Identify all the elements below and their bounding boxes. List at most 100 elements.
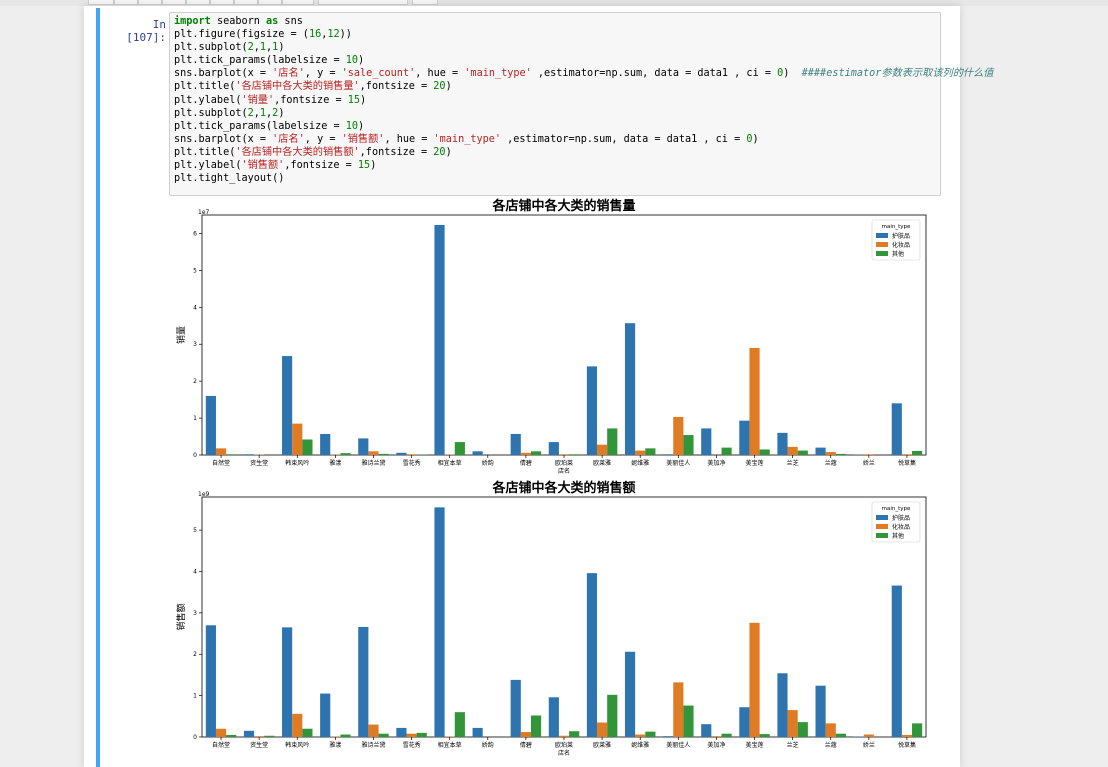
x-tick-label: 兰蔻 bbox=[825, 741, 837, 749]
legend-swatch bbox=[876, 251, 888, 256]
bar-其他 bbox=[226, 734, 237, 737]
code-token: 1 bbox=[259, 42, 267, 54]
code-token: ) bbox=[445, 146, 452, 158]
bar-其他 bbox=[759, 734, 770, 737]
code-cell[interactable]: In [107]: import seaborn as sns plt.figu… bbox=[96, 8, 993, 767]
bar-化妆品 bbox=[901, 454, 913, 455]
bar-其他 bbox=[454, 442, 465, 455]
code-token: ,fontsize = bbox=[359, 146, 434, 158]
x-tick-label: 美丽佳人 bbox=[666, 741, 690, 749]
code-editor[interactable]: import seaborn as sns plt.figure(figsize… bbox=[169, 12, 993, 196]
x-tick-label: 美加净 bbox=[707, 459, 725, 467]
bar-护肤品 bbox=[624, 323, 636, 455]
bar-护肤品 bbox=[320, 433, 331, 455]
code-token: ) bbox=[358, 55, 365, 67]
x-tick-label: 妮维雅 bbox=[631, 459, 649, 467]
bar-化妆品 bbox=[597, 722, 608, 737]
bar-护肤品 bbox=[701, 428, 712, 455]
code-token: 2 bbox=[247, 42, 254, 54]
bar-其他 bbox=[683, 705, 694, 737]
code-token: sns bbox=[278, 16, 303, 27]
bar-其他 bbox=[835, 733, 846, 737]
code-token: plt.figure(figsize = ( bbox=[174, 29, 309, 41]
toolbar-button[interactable] bbox=[258, 0, 282, 5]
bar-其他 bbox=[226, 454, 237, 455]
code-token: ####estimator参数表示取该列的什么值 bbox=[801, 68, 994, 80]
code-token: 12 bbox=[327, 29, 340, 41]
x-tick-label: 美加净 bbox=[707, 741, 725, 749]
bar-护肤品 bbox=[320, 693, 331, 737]
toolbar-button[interactable] bbox=[186, 0, 210, 5]
code-text[interactable]: import seaborn as sns plt.figure(figsize… bbox=[170, 13, 993, 187]
x-tick-label: 美丽佳人 bbox=[666, 459, 690, 467]
bar-化妆品 bbox=[825, 723, 836, 737]
bar-护肤品 bbox=[282, 627, 293, 737]
bar-化妆品 bbox=[787, 446, 798, 455]
bar-护肤品 bbox=[815, 447, 826, 455]
bar-护肤品 bbox=[586, 573, 598, 737]
bar-护肤品 bbox=[358, 438, 369, 455]
bar-护肤品 bbox=[434, 507, 445, 737]
bar-化妆品 bbox=[368, 724, 379, 737]
x-tick-label: 雪花秀 bbox=[403, 741, 421, 749]
y-axis-label: 销量 bbox=[175, 326, 187, 344]
output-figure: 各店铺中各大类的销售量1e70123456销量自然堂 资生堂 韩束风吟 雅漾 雅诗兰黛雪… bbox=[175, 198, 927, 757]
y-tick-label: 3 bbox=[193, 341, 197, 348]
bar-其他 bbox=[835, 453, 846, 455]
legend-swatch bbox=[876, 524, 888, 529]
code-token: 10 bbox=[345, 120, 359, 132]
toolbar-button[interactable] bbox=[162, 0, 186, 5]
legend-label: 护肤品 bbox=[892, 232, 910, 240]
bar-护肤品 bbox=[434, 224, 445, 455]
bar-护肤品 bbox=[205, 395, 216, 455]
toolbar-button[interactable] bbox=[114, 0, 138, 5]
legend-label: 化妆品 bbox=[892, 241, 910, 249]
bar-化妆品 bbox=[558, 454, 570, 455]
toolbar-button[interactable] bbox=[234, 0, 258, 5]
toolbar-button[interactable] bbox=[282, 0, 314, 5]
code-token: sns.barplot(x = bbox=[174, 133, 273, 145]
code-token: , y = bbox=[304, 68, 342, 80]
x-tick-label: 娇韵 bbox=[482, 741, 494, 749]
x-tick-label: 欧莱雅 bbox=[593, 741, 611, 749]
bar-护肤品 bbox=[510, 679, 521, 737]
code-token: , hue = bbox=[415, 68, 465, 80]
bar-其他 bbox=[721, 733, 732, 737]
bar-其他 bbox=[797, 450, 808, 455]
legend-label: 化妆品 bbox=[892, 523, 910, 531]
chart-title: 各店铺中各大类的销售量 bbox=[491, 198, 635, 214]
bar-化妆品 bbox=[787, 710, 798, 737]
bar-护肤品 bbox=[548, 697, 559, 737]
code-token: ,estimator=np.sum, data = data1 , ci = bbox=[501, 133, 747, 145]
x-tick-label: 兰芝 bbox=[787, 741, 799, 749]
legend-title: main_type bbox=[882, 224, 911, 230]
code-token: ) bbox=[278, 107, 285, 119]
bar-化妆品 bbox=[215, 448, 227, 455]
bar-护肤品 bbox=[663, 736, 674, 737]
bar-其他 bbox=[378, 453, 389, 455]
x-tick-label: 妮维雅 bbox=[631, 741, 649, 749]
x-tick-label: 资生堂 bbox=[250, 741, 268, 749]
toolbar-button[interactable] bbox=[88, 0, 114, 5]
bar-化妆品 bbox=[673, 682, 684, 737]
x-tick-label: 雅诗兰黛 bbox=[361, 741, 385, 749]
code-token: sns.barplot(x = bbox=[174, 68, 273, 80]
code-token: '销量' bbox=[241, 94, 275, 106]
code-token: 'main_type' bbox=[433, 133, 501, 145]
x-tick-label: 欧珀莱 bbox=[555, 741, 573, 749]
bar-护肤品 bbox=[472, 727, 483, 737]
bar-化妆品 bbox=[558, 735, 570, 737]
code-token: plt.ylabel( bbox=[174, 160, 242, 172]
code-token: 0 bbox=[777, 68, 784, 80]
bar-化妆品 bbox=[368, 451, 379, 455]
cell-type-select[interactable] bbox=[318, 0, 408, 5]
toolbar-button[interactable] bbox=[138, 0, 162, 5]
legend-title: main_type bbox=[882, 506, 911, 512]
y-tick-label: 2 bbox=[193, 378, 197, 385]
x-tick-label: 雅漾 bbox=[329, 459, 341, 467]
bar-其他 bbox=[302, 728, 313, 737]
code-token: ,fontsize = bbox=[284, 160, 358, 172]
toolbar-button[interactable] bbox=[412, 0, 438, 5]
legend-swatch bbox=[876, 242, 888, 247]
toolbar-button[interactable] bbox=[210, 0, 234, 5]
